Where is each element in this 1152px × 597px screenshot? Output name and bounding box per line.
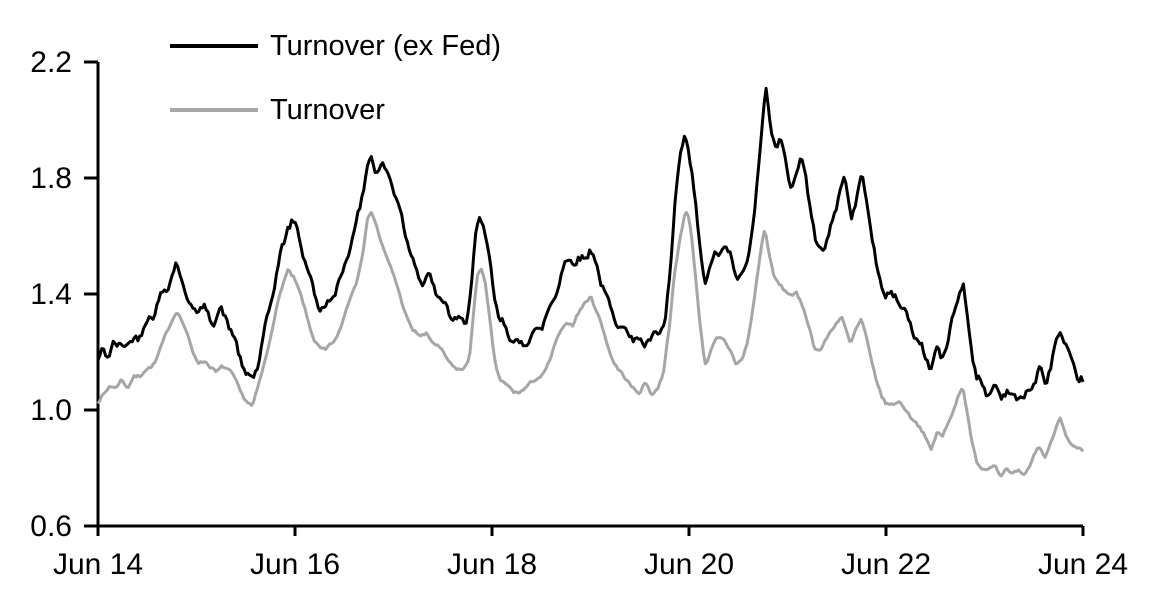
x-tick-label: Jun 24 xyxy=(1038,548,1128,581)
x-tick-label: Jun 14 xyxy=(53,548,143,581)
y-tick-label: 2.2 xyxy=(30,46,72,79)
legend-swatch-black-line xyxy=(170,44,258,48)
legend-label: Turnover (ex Fed) xyxy=(270,29,501,62)
x-tick-label: Jun 16 xyxy=(250,548,340,581)
legend-item-turnover: Turnover xyxy=(170,92,501,128)
legend: Turnover (ex Fed) Turnover xyxy=(170,28,501,128)
x-tick-label: Jun 20 xyxy=(644,548,734,581)
legend-label: Turnover xyxy=(270,93,385,126)
x-tick-label: Jun 22 xyxy=(841,548,931,581)
y-tick-label: 1.0 xyxy=(30,394,72,427)
x-tick-label: Jun 18 xyxy=(447,548,537,581)
y-tick-label: 0.6 xyxy=(30,510,72,543)
y-tick-label: 1.8 xyxy=(30,162,72,195)
legend-swatch-gray-line xyxy=(170,108,258,112)
y-tick-label: 1.4 xyxy=(30,278,72,311)
legend-item-turnover-ex-fed: Turnover (ex Fed) xyxy=(170,28,501,64)
series-line-turnover xyxy=(96,210,1085,478)
series-line-turnover-ex-fed xyxy=(96,86,1085,402)
